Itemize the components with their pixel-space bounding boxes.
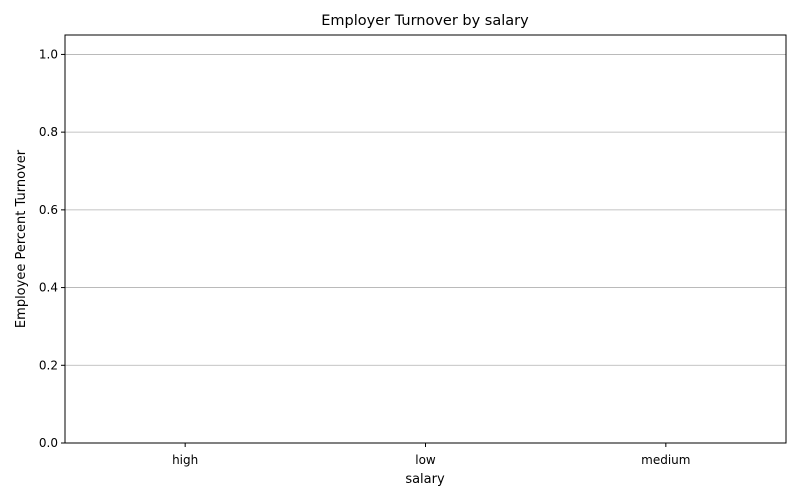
x-tick-label: high [172, 453, 198, 467]
x-axis-ticks: high low medium [172, 443, 690, 467]
y-tick-label: 0.0 [39, 436, 58, 450]
x-tick-label: low [415, 453, 436, 467]
x-tick-label: medium [641, 453, 690, 467]
y-tick-label: 0.2 [39, 358, 58, 372]
y-tick-label: 0.4 [39, 281, 58, 295]
x-axis-label: salary [405, 472, 445, 487]
y-tick-label: 1.0 [39, 47, 58, 61]
chart-title: Employer Turnover by salary [321, 13, 529, 29]
y-axis-ticks: 0.0 0.2 0.4 0.6 0.8 1.0 [39, 47, 65, 450]
y-tick-label: 0.8 [39, 125, 58, 139]
y-tick-label: 0.6 [39, 203, 58, 217]
y-axis-label: Employee Percent Turnover [14, 149, 29, 328]
